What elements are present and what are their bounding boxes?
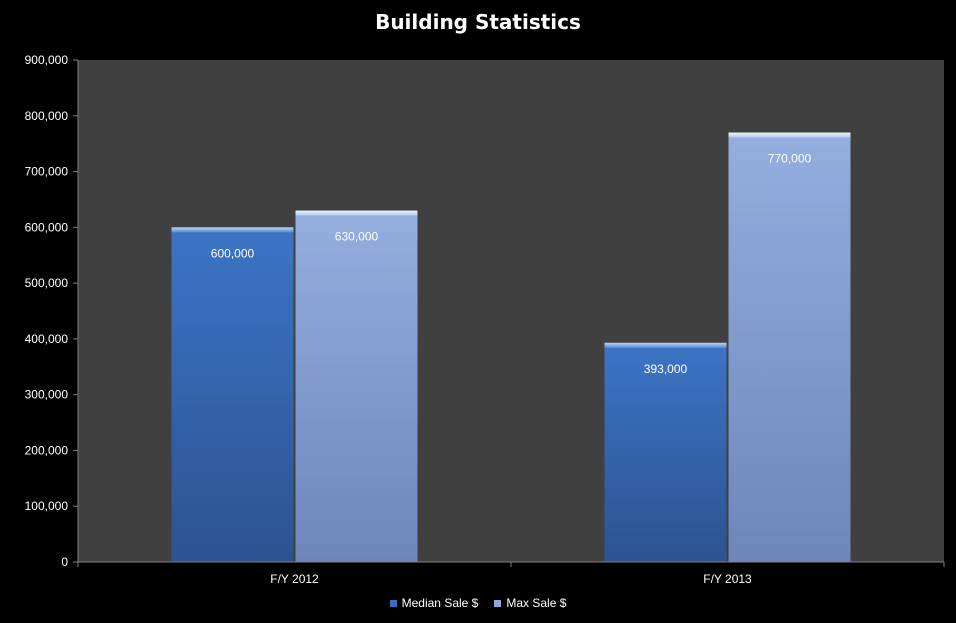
data-label-0-1: 393,000 (644, 362, 688, 376)
bar-cap-1-1 (728, 132, 851, 138)
y-tick-label-2: 200,000 (25, 443, 69, 457)
bar-median-0 (171, 227, 294, 563)
y-tick-label-0: 0 (61, 555, 68, 569)
bar-cap-0-1 (604, 342, 727, 348)
bar-max-0 (295, 210, 418, 562)
labels-layer: 600,000 630,000 393,000 770,000 0 100,000 200,… (25, 53, 812, 586)
y-tick-label-7: 700,000 (25, 165, 69, 179)
data-label-0-0: 600,000 (211, 246, 255, 260)
y-tick-label-9: 900,000 (25, 53, 69, 67)
chart-title: Building Statistics (375, 10, 581, 34)
legend: Median Sale $ Max Sale $ (0, 596, 956, 610)
y-tick-label-8: 800,000 (25, 109, 69, 123)
y-tick-label-6: 600,000 (25, 220, 69, 234)
legend-swatch-0 (389, 599, 397, 607)
bar-median-1 (604, 342, 727, 562)
y-tick-label-1: 100,000 (25, 499, 69, 513)
data-label-1-1: 770,000 (768, 152, 812, 166)
x-tick-label-0: F/Y 2012 (270, 572, 319, 586)
axes-layer (73, 59, 945, 567)
x-tick-label-1: F/Y 2013 (703, 572, 752, 586)
legend-label-0: Median Sale $ (401, 596, 479, 610)
y-tick-label-5: 500,000 (25, 276, 69, 290)
legend-label-1: Max Sale $ (506, 596, 567, 610)
data-label-1-0: 630,000 (335, 230, 379, 244)
bars-layer (171, 132, 851, 563)
legend-swatch-1 (494, 599, 502, 607)
y-tick-label-4: 400,000 (25, 332, 69, 346)
legend-item-0: Median Sale $ (389, 596, 479, 610)
bar-cap-0-0 (171, 227, 294, 233)
bar-cap-1-0 (295, 210, 418, 216)
y-tick-label-3: 300,000 (25, 388, 69, 402)
bar-max-1 (728, 132, 851, 562)
legend-item-1: Max Sale $ (494, 596, 566, 610)
